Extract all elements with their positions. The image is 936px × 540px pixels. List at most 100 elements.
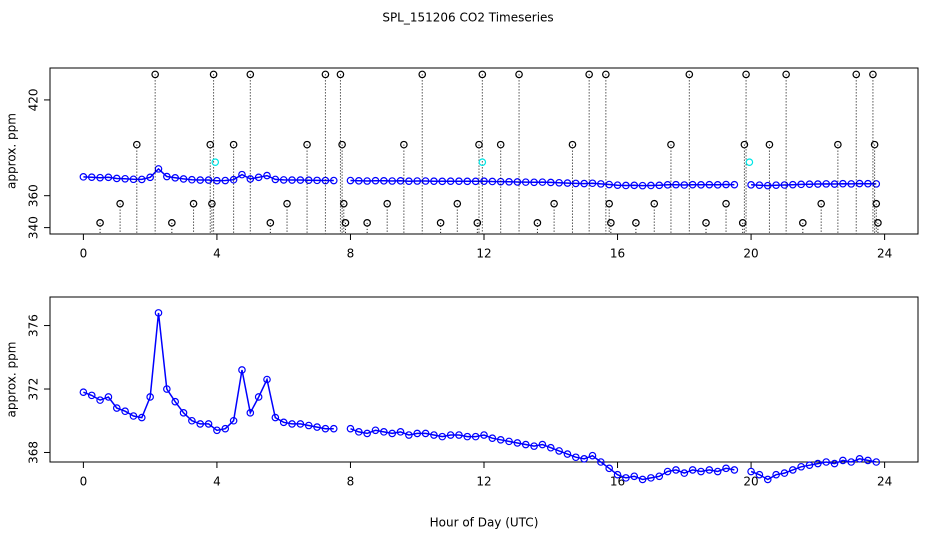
data-point: [171, 397, 179, 406]
data-point: [680, 469, 689, 477]
data-point: [730, 180, 739, 189]
data-point: [413, 429, 422, 438]
x-tick-label: 20: [743, 247, 758, 261]
data-point: [455, 177, 463, 185]
data-point: [221, 176, 230, 185]
data-point: [304, 176, 313, 185]
data-point: [605, 464, 613, 473]
x-tick-label: 0: [80, 475, 88, 489]
data-point: [430, 177, 438, 185]
data-point: [254, 173, 263, 182]
data-point: [864, 456, 872, 465]
data-point: [747, 467, 755, 476]
data-point: [430, 431, 438, 439]
data-point: [563, 450, 572, 458]
data-point: [179, 409, 188, 417]
y-tick-label: 372: [27, 378, 41, 401]
x-tick-label: 24: [877, 247, 892, 261]
data-point: [188, 175, 196, 184]
data-point: [211, 158, 220, 166]
data-point: [580, 455, 588, 463]
data-point: [213, 426, 221, 435]
data-point: [533, 219, 542, 227]
x-axis-label: Hour of Day (UTC): [430, 516, 539, 530]
data-point: [663, 181, 672, 189]
data-point: [780, 469, 789, 477]
data-point: [638, 475, 647, 484]
data-point: [436, 219, 445, 227]
data-point: [805, 461, 814, 469]
data-point: [496, 140, 505, 149]
data-point: [797, 180, 805, 189]
data-point: [196, 420, 205, 428]
data-point: [112, 174, 121, 183]
data-point: [755, 181, 764, 189]
data-point: [538, 440, 547, 449]
data-point: [672, 466, 680, 474]
data-point: [622, 181, 630, 190]
data-point: [680, 181, 689, 189]
data-point: [138, 175, 146, 184]
data-point: [421, 429, 430, 438]
data-point: [602, 70, 610, 79]
data-point: [588, 451, 597, 460]
data-point: [817, 199, 825, 208]
data-point: [371, 426, 380, 435]
data-point: [446, 431, 455, 439]
data-point: [834, 140, 842, 149]
data-point: [672, 180, 680, 189]
y-tick-label: 420: [27, 88, 41, 111]
y-axis-label: approx. ppm: [5, 113, 19, 189]
data-point: [339, 199, 348, 208]
data-point: [296, 176, 305, 184]
data-point: [329, 176, 338, 185]
data-point: [515, 70, 523, 79]
data-point: [763, 181, 772, 190]
data-point: [455, 431, 463, 439]
data-point: [355, 428, 363, 436]
data-point: [546, 443, 555, 452]
y-tick-label: 368: [27, 441, 41, 464]
data-point: [799, 219, 807, 227]
data-point: [371, 176, 380, 185]
data-point: [221, 424, 230, 433]
data-point: [388, 177, 396, 185]
data-point: [478, 158, 487, 166]
data-point: [288, 176, 296, 184]
data-point: [830, 459, 839, 468]
data-point: [475, 140, 483, 149]
data-point: [168, 219, 176, 227]
data-point: [667, 140, 675, 149]
data-point: [121, 174, 129, 183]
data-point: [872, 458, 881, 466]
data-point: [630, 181, 639, 190]
data-point: [246, 70, 255, 79]
data-point: [154, 309, 163, 317]
data-point: [279, 176, 288, 184]
data-point: [697, 467, 705, 476]
data-point: [346, 176, 355, 185]
data-point: [388, 429, 396, 438]
data-point: [647, 474, 655, 482]
data-point: [138, 413, 146, 422]
data-point: [313, 423, 321, 431]
x-tick-label: 20: [743, 475, 758, 489]
data-point: [742, 70, 750, 79]
data-point: [304, 421, 313, 430]
data-point: [663, 467, 672, 476]
data-point: [283, 199, 291, 208]
data-point: [822, 180, 830, 188]
data-point: [605, 199, 613, 208]
data-point: [688, 466, 697, 474]
data-point: [705, 180, 714, 189]
x-tick-label: 4: [213, 475, 221, 489]
data-point: [530, 442, 538, 450]
data-point: [597, 458, 605, 466]
data-point: [755, 470, 764, 479]
data-point: [438, 177, 447, 186]
data-point: [341, 219, 350, 227]
data-point: [329, 424, 338, 433]
data-point: [238, 170, 246, 179]
y-tick-label: 360: [27, 184, 41, 207]
